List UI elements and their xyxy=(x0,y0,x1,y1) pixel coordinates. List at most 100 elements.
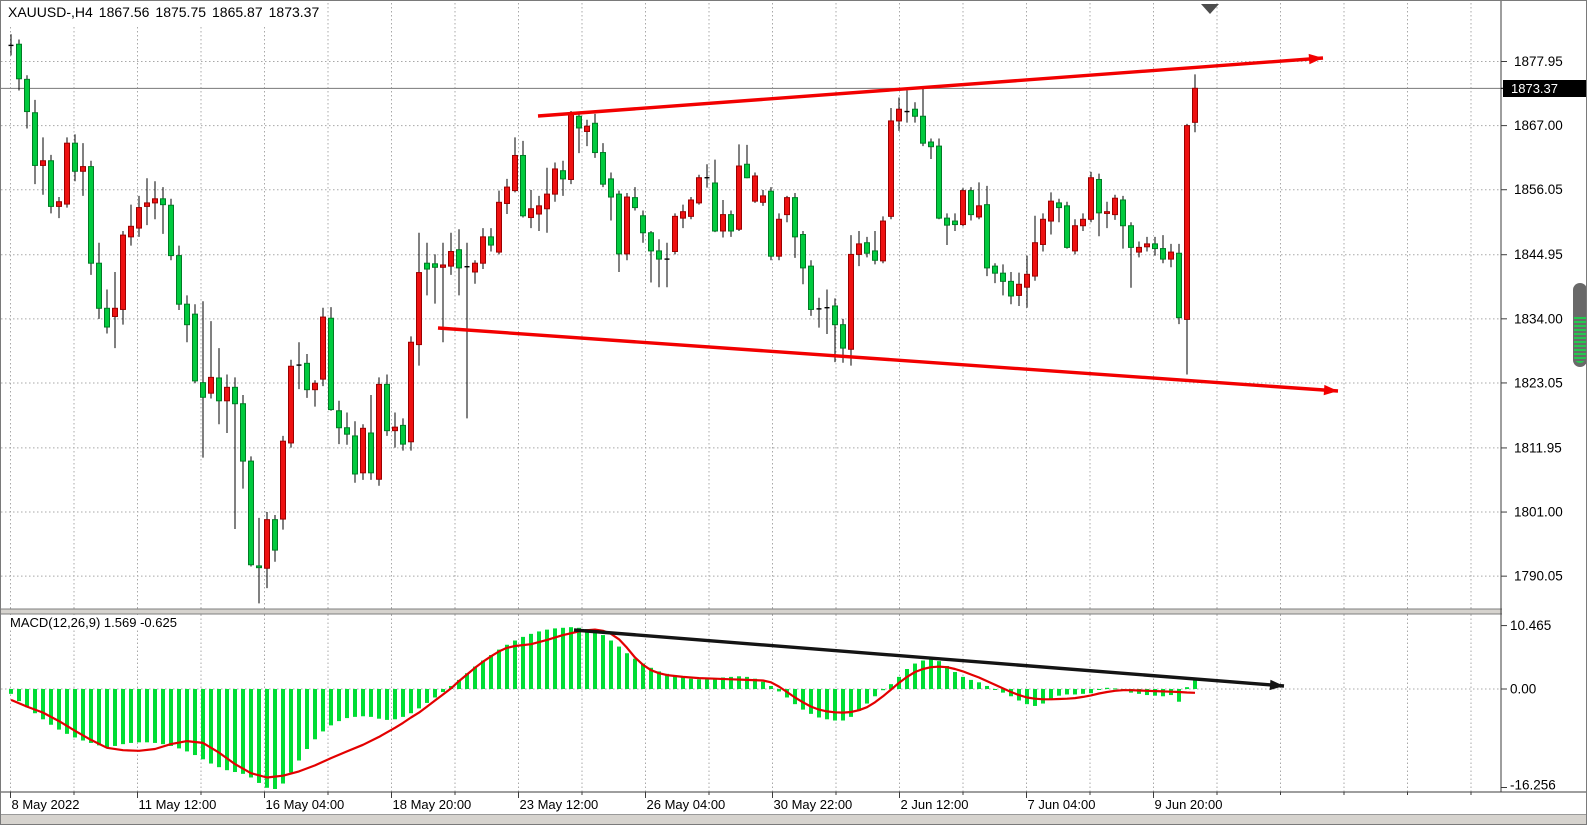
upper-trendline-arrow[interactable] xyxy=(537,53,1324,118)
bull-candle xyxy=(392,426,398,432)
bear-candle xyxy=(712,182,718,232)
bear-candle xyxy=(96,262,102,309)
panel-separator[interactable] xyxy=(1,608,1587,615)
bull-candle xyxy=(120,234,126,310)
macd-histogram-bar xyxy=(681,677,685,689)
bear-candle xyxy=(768,190,774,257)
macd-signal-line xyxy=(10,628,1196,779)
bear-candle xyxy=(648,232,654,252)
scrollbar-thumb[interactable] xyxy=(1573,283,1586,367)
bear-candle xyxy=(1000,272,1006,282)
macd-histogram-bar xyxy=(617,646,621,689)
bull-candle xyxy=(224,386,230,402)
macd-trend-arrow-arrowhead[interactable] xyxy=(1269,679,1284,691)
symbol-timeframe-label: XAUUSD-,H4 xyxy=(8,4,93,20)
bear-candle xyxy=(832,305,838,326)
macd-histogram-bar xyxy=(945,665,949,689)
macd-histogram-bar xyxy=(841,689,845,721)
macd-histogram-bar xyxy=(825,689,829,720)
price-axis-label: 1834.00 xyxy=(1514,311,1563,326)
bear-candle xyxy=(240,403,246,462)
macd-histogram-bar xyxy=(1177,689,1181,702)
macd-histogram-bar xyxy=(89,689,93,743)
lower-trendline-arrow-shaft[interactable] xyxy=(437,326,1339,393)
macd-histogram-bar xyxy=(961,676,965,689)
bear-candle xyxy=(792,197,798,238)
macd-histogram-bar xyxy=(937,661,941,689)
macd-histogram-bar xyxy=(817,689,821,718)
bear-candle xyxy=(936,145,942,219)
macd-histogram-bar xyxy=(297,689,301,761)
macd-histogram-bar xyxy=(801,689,805,710)
macd-histogram-bar xyxy=(57,689,61,730)
macd-histogram-bar xyxy=(489,655,493,689)
macd-histogram-bar xyxy=(273,689,277,789)
macd-layer xyxy=(9,627,1197,789)
macd-histogram-bar xyxy=(129,689,133,743)
bear-candle xyxy=(216,377,222,402)
lower-trendline-arrow-arrowhead[interactable] xyxy=(1323,384,1338,396)
bear-candle xyxy=(1160,248,1166,260)
macd-histogram-bar xyxy=(17,689,21,702)
bull-candle xyxy=(672,215,678,252)
bear-candle xyxy=(200,382,206,398)
bear-candle xyxy=(864,242,870,254)
bear-candle xyxy=(456,249,462,269)
macd-histogram-bar xyxy=(1089,689,1093,694)
macd-histogram-bar xyxy=(889,684,893,689)
macd-histogram-bar xyxy=(409,689,413,714)
macd-histogram-bar xyxy=(1193,679,1197,689)
bull-candle xyxy=(512,154,518,192)
chart-shift-marker-icon[interactable] xyxy=(1201,4,1219,14)
bull-candle xyxy=(784,197,790,216)
bull-candle xyxy=(760,195,766,203)
bull-candle xyxy=(960,190,966,226)
bull-candle xyxy=(1144,243,1150,248)
time-axis-label: 23 May 12:00 xyxy=(520,797,599,812)
lower-trendline-arrow[interactable] xyxy=(437,326,1339,396)
bull-candle xyxy=(1016,283,1022,296)
bull-candle xyxy=(80,166,86,172)
price-axis[interactable]: 1877.95 1867.00 1856.05 1844.95 1834.00 1823.… xyxy=(1500,1,1587,814)
macd-histogram-bar xyxy=(737,676,741,689)
current-price-badge: 1873.37 xyxy=(1503,80,1586,97)
bull-candle xyxy=(504,186,510,204)
macd-histogram-bar xyxy=(1065,689,1069,695)
macd-axis[interactable]: 10.465 0.00 -16.256 xyxy=(1501,618,1556,793)
bull-candle xyxy=(56,201,62,207)
macd-histogram-bar xyxy=(465,673,469,689)
bull-candle xyxy=(1088,177,1094,220)
macd-histogram-bar xyxy=(721,677,725,689)
macd-histogram-bar xyxy=(601,635,605,689)
macd-histogram-bar xyxy=(1033,689,1037,706)
bull-candle xyxy=(976,205,982,218)
macd-indicator-label: MACD(12,26,9) 1.569 -0.625 xyxy=(7,615,180,630)
time-axis[interactable]: 8 May 2022 11 May 12:00 16 May 04:00 18 May… xyxy=(1,791,1587,814)
macd-histogram-bar xyxy=(201,689,205,760)
macd-histogram-bar xyxy=(361,689,365,717)
bull-candle xyxy=(1040,218,1046,245)
macd-histogram-bar xyxy=(697,679,701,689)
bear-candle xyxy=(168,204,174,257)
macd-trend-arrow[interactable] xyxy=(573,628,1285,691)
upper-trendline-arrow-arrowhead[interactable] xyxy=(1308,53,1323,65)
price-axis-label: 1801.00 xyxy=(1514,505,1563,520)
macd-histogram-bar xyxy=(321,689,325,732)
chart-title: XAUUSD-,H4 1867.56 1875.75 1865.87 1873.37 xyxy=(1,1,326,26)
bear-candle xyxy=(728,214,734,232)
bear-candle xyxy=(432,263,438,268)
upper-trendline-arrow-shaft[interactable] xyxy=(537,56,1324,118)
macd-histogram-bar xyxy=(265,689,269,788)
macd-histogram-bar xyxy=(761,681,765,689)
macd-histogram-bar xyxy=(105,689,109,748)
macd-histogram-bar xyxy=(985,685,989,689)
bull-candle xyxy=(1072,225,1078,252)
macd-histogram-bar xyxy=(161,689,165,745)
bull-candle xyxy=(320,316,326,380)
macd-trend-arrow-shaft[interactable] xyxy=(573,628,1285,688)
bear-candle xyxy=(952,220,958,226)
bull-candle xyxy=(1104,211,1110,214)
macd-histogram-bar xyxy=(33,689,37,714)
bear-candle xyxy=(16,43,22,80)
